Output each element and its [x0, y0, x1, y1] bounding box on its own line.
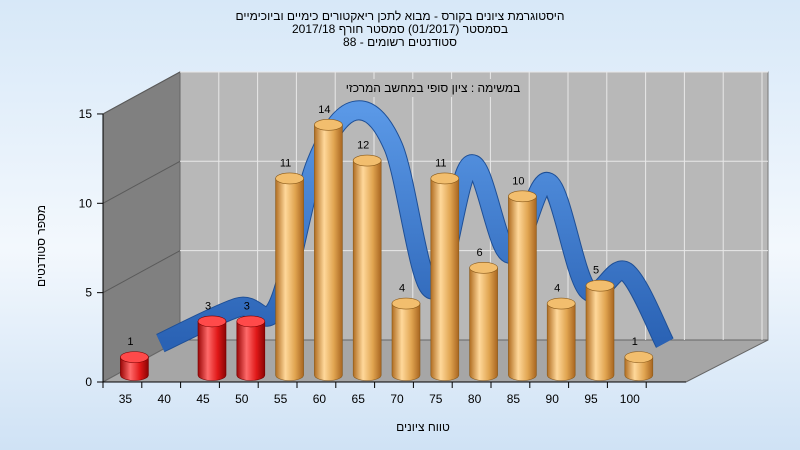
data-label: 5	[593, 265, 599, 277]
bar-body	[275, 178, 304, 381]
data-labels: 1 3 3 11 14 12 4 11 6 10 4 5 1	[127, 104, 638, 348]
bar-65	[352, 154, 382, 381]
x-tick-label: 50	[235, 392, 249, 406]
bar-85	[508, 190, 537, 381]
data-label: 4	[399, 283, 405, 295]
x-tick-label: 60	[313, 392, 327, 406]
x-tick-label: 65	[352, 392, 366, 406]
bars	[120, 119, 654, 381]
y-tick-label: 10	[79, 196, 93, 210]
x-axis-label: טווח ציונים	[396, 420, 450, 434]
bar-top	[430, 172, 460, 185]
bar-body	[546, 303, 576, 381]
side-grid-line	[102, 71, 181, 115]
y-tick-label: 5	[85, 286, 92, 300]
x-tick-label: 70	[390, 392, 404, 406]
y-axis-label: מספר סטודנטים	[34, 205, 48, 287]
data-label: 10	[512, 175, 524, 187]
x-tick-label: 40	[158, 392, 172, 406]
data-label: 11	[435, 157, 446, 169]
data-label: 14	[318, 104, 330, 116]
data-label: 11	[280, 157, 291, 169]
data-label: 3	[205, 300, 211, 312]
data-label: 1	[632, 336, 638, 348]
data-label: 4	[554, 283, 560, 295]
bar-top	[508, 190, 537, 203]
bar-75	[430, 172, 460, 381]
bar-55	[275, 172, 304, 381]
x-tick-label: 55	[274, 392, 288, 406]
x-ticks: 35 40 45 50 55 60 65 70 75 80 85 90 95 100	[102, 382, 647, 406]
x-tick-label: 35	[119, 392, 133, 406]
bar-body	[391, 303, 421, 381]
bar-top	[469, 261, 498, 274]
bar-top	[236, 315, 266, 328]
bar-body	[120, 356, 149, 381]
side-grid-line	[102, 250, 181, 294]
chart-title-line-3: סטודנטים רשומים - 88	[343, 35, 457, 49]
bar-45	[197, 315, 227, 381]
bar-top	[352, 154, 382, 167]
chart-title: היסטוגרמת ציונים בקורס - מבוא לתכן ריאקט…	[0, 10, 800, 49]
bar-70	[391, 297, 421, 381]
bar-body	[624, 356, 654, 381]
x-tick-label: 95	[584, 392, 598, 406]
bar-top	[546, 297, 576, 310]
bar-top	[391, 297, 421, 310]
x-tick-label: 45	[196, 392, 210, 406]
bar-50	[236, 315, 266, 381]
data-label: 6	[477, 247, 483, 259]
bar-90	[546, 297, 576, 381]
chart-title-line-2: בסמסטר (01/2017) סמסטר חורף 2017/18	[291, 22, 509, 36]
x-tick-label: 100	[620, 392, 640, 406]
bar-body	[197, 321, 227, 381]
bar-top	[314, 119, 343, 131]
bar-body	[430, 178, 460, 381]
y-tick-label: 0	[85, 375, 92, 389]
annotation-text: במשימה : ציון סופי במחשב המרכזי	[346, 81, 521, 95]
bar-80	[469, 261, 498, 381]
x-axis: 35 40 45 50 55 60 65 70 75 80 85 90 95 100	[102, 381, 686, 406]
bar-body	[585, 285, 615, 381]
bar-top	[197, 315, 227, 328]
bar-top	[275, 172, 304, 185]
x-tick-label: 75	[429, 392, 443, 406]
y-ticks: 0 5 10 15	[79, 107, 103, 389]
bar-35	[120, 351, 149, 381]
bar-top	[120, 351, 149, 363]
bar-body	[236, 321, 266, 381]
annotation-bg	[352, 79, 517, 97]
bar-100	[624, 351, 654, 381]
data-label: 12	[357, 140, 369, 152]
bar-top	[624, 351, 654, 363]
bar-60	[314, 119, 343, 381]
x-tick-label: 85	[507, 392, 521, 406]
y-axis: 0 5 10 15	[79, 107, 104, 389]
x-tick-label: 80	[468, 392, 482, 406]
bar-body	[314, 124, 343, 381]
y-tick-label: 15	[79, 107, 93, 121]
bar-body	[508, 196, 537, 381]
data-label: 1	[127, 336, 133, 348]
chart-title-line-1: היסטוגרמת ציונים בקורס - מבוא לתכן ריאקט…	[235, 9, 565, 23]
side-grid-line	[102, 160, 181, 204]
bar-top	[585, 279, 615, 292]
x-tick-label: 90	[546, 392, 560, 406]
data-label: 3	[244, 300, 250, 312]
bar-95	[585, 279, 615, 381]
bar-body	[469, 267, 498, 381]
bar-body	[352, 160, 382, 381]
